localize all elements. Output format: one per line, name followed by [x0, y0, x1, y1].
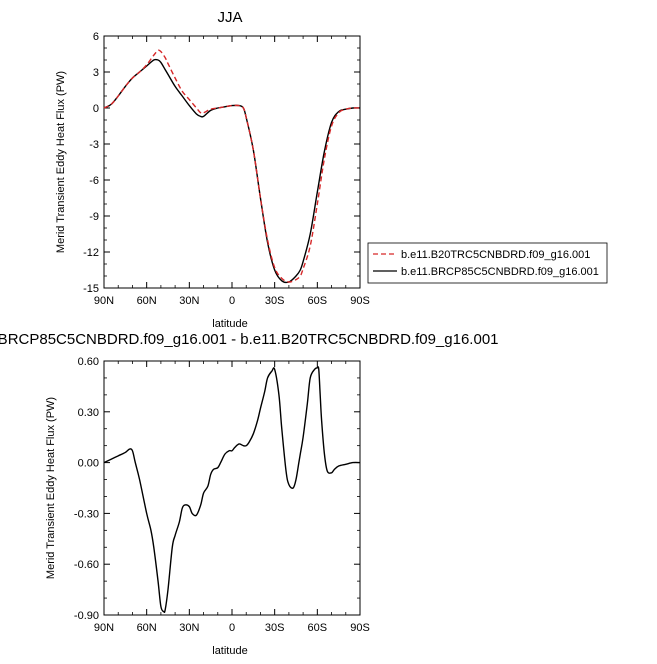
top-series-lines [103, 49, 361, 284]
y-tick-label: -0.90 [74, 610, 99, 622]
y-tick-label: -3 [89, 139, 99, 151]
y-tick-label: -0.60 [74, 559, 99, 571]
legend-box [367, 242, 608, 284]
bottom-series-lines [103, 366, 361, 614]
x-tick-label: 90N [94, 295, 114, 307]
x-tick-label: 60N [137, 295, 157, 307]
x-tick-label: 0 [229, 295, 235, 307]
top-x-axis-label: latitude [212, 318, 247, 330]
y-tick-label: -15 [83, 283, 99, 295]
x-tick-label: 90N [94, 622, 114, 634]
legend-entry-0: b.e11.B20TRC5CNBDRD.f09_g16.001 [401, 249, 590, 261]
legend: b.e11.B20TRC5CNBDRD.f09_g16.001 b.e11.BR… [367, 242, 608, 284]
x-tick-label: 30S [265, 295, 285, 307]
legend-entry-1: b.e11.BRCP85C5CNBDRD.f09_g16.001 [401, 266, 599, 278]
series-line-1 [103, 58, 361, 284]
top-panel: JJA 630-3-6-9-12-15 90N 60N 30N 0 30S 60S 90S … [55, 9, 608, 330]
y-tick-label: -0.30 [74, 508, 99, 520]
bottom-y-axis-label: Merid Transient Eddy Heat Flux (PW) [45, 397, 57, 579]
y-tick-label: -6 [89, 175, 99, 187]
x-tick-label: 0 [229, 622, 235, 634]
bottom-x-axis-label: latitude [212, 645, 247, 657]
y-tick-label: 3 [93, 67, 99, 79]
y-tick-label: 0 [93, 103, 99, 115]
x-tick-label: 60S [308, 295, 328, 307]
y-tick-label: 0.30 [78, 407, 99, 419]
x-tick-label: 60S [308, 622, 328, 634]
x-tick-label: 90S [350, 295, 370, 307]
series-line-0 [103, 49, 361, 283]
x-tick-label: 30N [179, 295, 199, 307]
y-tick-label: 6 [93, 31, 99, 43]
y-tick-label: 0.60 [78, 356, 99, 368]
bottom-chart-title: .BRCP85C5CNBDRD.f09_g16.001 - b.e11.B20T… [0, 331, 498, 348]
bottom-y-axis: 0.60 0.30 0.00 -0.30 -0.60 -0.90 [74, 356, 360, 622]
bottom-panel: .BRCP85C5CNBDRD.f09_g16.001 - b.e11.B20T… [0, 331, 498, 657]
x-tick-label: 90S [350, 622, 370, 634]
x-tick-label: 30N [179, 622, 199, 634]
bottom-plot-frame [103, 360, 361, 616]
top-chart-title: JJA [217, 9, 242, 26]
x-tick-label: 30S [265, 622, 285, 634]
top-y-axis-label: Merid Transient Eddy Heat Flux (PW) [55, 71, 67, 253]
y-tick-label: -9 [89, 211, 99, 223]
top-x-axis: 90N 60N 30N 0 30S 60S 90S [94, 36, 370, 307]
top-plot-frame [103, 35, 361, 289]
bottom-x-axis: 90N 60N 30N 0 30S 60S 90S [94, 361, 370, 634]
y-tick-label: -12 [83, 247, 99, 259]
series-line-0 [103, 366, 361, 614]
top-y-axis: 6 3 0 -3 -6 -9 -12 -15 [83, 31, 360, 295]
y-tick-label: 0.00 [78, 458, 99, 470]
x-tick-label: 60N [137, 622, 157, 634]
